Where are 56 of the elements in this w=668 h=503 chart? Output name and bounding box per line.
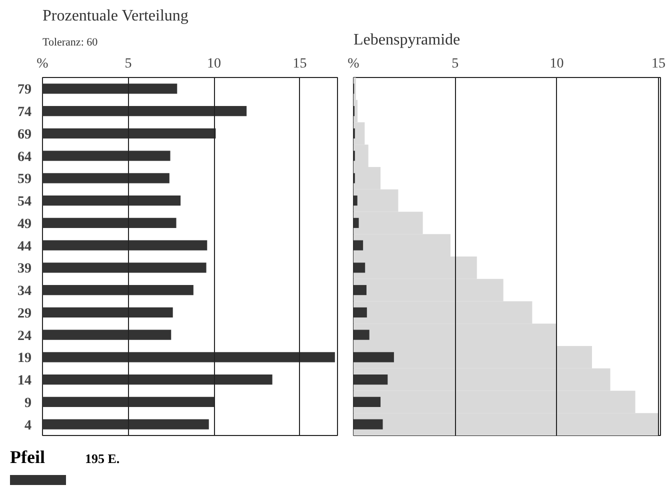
y-tick-label: 79 (18, 82, 32, 98)
y-tick-label: 44 (18, 239, 32, 254)
bar (42, 128, 216, 138)
chart-subtitle: Toleranz: 60 (42, 36, 98, 48)
x-tick-label: 15 (651, 56, 666, 72)
bar (354, 396, 381, 407)
bar (354, 330, 370, 340)
bar (42, 196, 181, 206)
x-tick-label: % (348, 56, 360, 72)
bar (354, 285, 367, 296)
bar (354, 419, 383, 430)
bar (354, 352, 394, 362)
x-tick-label: 10 (207, 56, 222, 72)
x-tick-label: 5 (124, 56, 132, 72)
y-tick-label: 14 (18, 374, 32, 389)
bar (42, 396, 214, 407)
y-tick-label: 74 (18, 105, 32, 120)
chart-title: Prozentuale Verteilung (42, 8, 188, 24)
x-tick-label: 10 (550, 56, 564, 72)
bar (42, 285, 194, 296)
y-tick-label: 4 (24, 418, 32, 434)
y-tick-label: 69 (18, 127, 32, 142)
text: 195 E. (84, 451, 120, 466)
bar (42, 218, 176, 228)
bar (42, 150, 170, 161)
y-tick-label: 24 (18, 328, 32, 344)
y-tick-label: 9 (24, 396, 32, 411)
bar (42, 330, 172, 340)
bar (42, 262, 206, 273)
bar (42, 374, 272, 385)
y-tick-label: 39 (18, 262, 32, 277)
bar (42, 419, 209, 430)
y-tick-label: 54 (18, 194, 32, 210)
bar (354, 240, 364, 250)
chart-title: Lebenspyramide (354, 32, 460, 48)
y-tick-label: 29 (18, 306, 32, 322)
bar (354, 374, 388, 385)
bar (42, 106, 247, 116)
x-tick-label: 5 (452, 56, 459, 72)
y-tick-label: 19 (18, 351, 32, 366)
y-tick-label: 34 (18, 284, 32, 300)
text: Pfeil (10, 447, 45, 467)
bar (354, 218, 359, 228)
x-tick-label: 15 (292, 56, 307, 72)
bar (42, 173, 170, 184)
bar (354, 196, 358, 206)
x-tick-label: % (36, 56, 49, 72)
bar (42, 240, 208, 250)
y-tick-label: 64 (18, 150, 32, 165)
bar (354, 262, 366, 273)
bar (354, 307, 367, 318)
y-tick-label: 49 (18, 216, 32, 232)
bar (42, 307, 173, 318)
bar (42, 352, 335, 362)
y-tick-label: 59 (18, 172, 32, 188)
bar (42, 84, 178, 94)
